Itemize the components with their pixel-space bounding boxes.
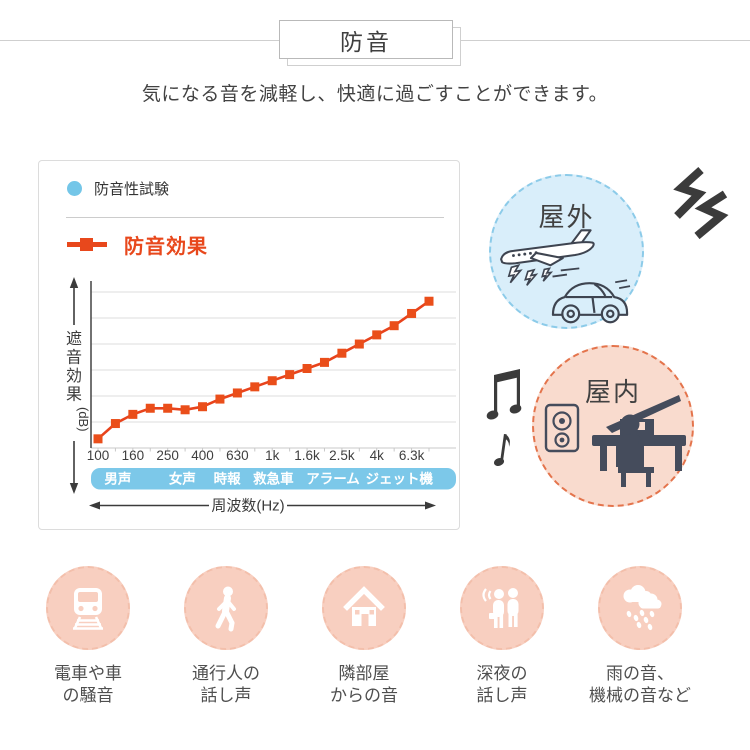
noise-source-label: 電車や車 の騒音	[54, 664, 122, 706]
svg-text:630: 630	[226, 448, 249, 463]
car-icon	[551, 279, 631, 324]
svg-text:ジェット機: ジェット機	[365, 471, 433, 487]
blue-dot-icon	[67, 181, 82, 196]
noise-source-label: 通行人の 話し声	[192, 664, 260, 706]
noise-source-item-pedestrian: 通行人の 話し声	[157, 566, 295, 708]
house-icon	[343, 586, 385, 626]
svg-text:1.6k: 1.6k	[294, 448, 320, 463]
legend-effect-label: 防音効果	[124, 236, 208, 258]
svg-text:女声: 女声	[169, 471, 196, 487]
svg-text:アラーム: アラーム	[306, 472, 360, 487]
svg-text:(dB): (dB)	[76, 407, 91, 432]
noise-source-label: 深夜の 話し声	[476, 664, 528, 706]
legend-test-label: 防音性試験	[94, 181, 170, 198]
noise-source-label: 隣部屋 からの音	[330, 664, 398, 706]
section-title-box: 防音	[279, 20, 453, 59]
legend-effect-item: 防音効果	[67, 230, 208, 259]
svg-text:400: 400	[191, 448, 214, 463]
svg-text:時報: 時報	[214, 471, 241, 487]
chart-card: 防音性試験 防音効果 100 160 250 400 630 1k 1.6k 2.5k 4k 6.…	[38, 160, 460, 530]
svg-text:音: 音	[66, 349, 82, 367]
noise-source-item-house: 隣部屋 からの音	[295, 566, 433, 708]
train-icon	[73, 588, 103, 630]
noise-source-item-rain: 雨の音、 機械の音など	[571, 566, 709, 708]
svg-text:周波数(Hz): 周波数(Hz)	[211, 498, 284, 515]
svg-text:160: 160	[122, 448, 145, 463]
page-title: 防音	[340, 28, 392, 55]
soundproofing-chart: 100 160 250 400 630 1k 1.6k 2.5k 4k 6.3k 男声 女声 時報 救急車…	[66, 277, 456, 515]
airplane-icon	[500, 229, 595, 286]
svg-text:4k: 4k	[370, 448, 385, 463]
legend-divider	[66, 217, 444, 218]
pedestrian-icon	[215, 586, 236, 632]
svg-text:1k: 1k	[265, 448, 280, 463]
svg-text:男声: 男声	[104, 471, 131, 487]
svg-text:2.5k: 2.5k	[329, 448, 355, 463]
rain-icon	[623, 585, 662, 631]
noise-source-item-talking: 深夜の 話し声	[433, 566, 571, 708]
piano-player-icon	[592, 395, 686, 487]
svg-text:効: 効	[66, 367, 82, 385]
legend-test-item: 防音性試験	[67, 178, 169, 199]
indoor-label: 屋内	[584, 377, 641, 407]
line-square-marker-icon	[67, 238, 107, 252]
page-subtitle: 気になる音を減軽し、快適に過ごすことができます。	[141, 84, 609, 105]
noise-source-item-train: 電車や車 の騒音	[19, 566, 157, 708]
outdoor-scene-circle: 屋外	[489, 174, 644, 329]
svg-text:250: 250	[156, 448, 179, 463]
svg-text:果: 果	[66, 387, 82, 404]
noise-source-label: 雨の音、 機械の音など	[589, 664, 691, 706]
noise-sources-row: 電車や車 の騒音 通行人の 話し声	[19, 566, 709, 708]
svg-text:救急車: 救急車	[253, 471, 294, 487]
indoor-scene-circle: 屋内	[532, 345, 694, 507]
outdoor-label: 屋外	[538, 202, 595, 232]
music-notes-icon	[486, 369, 522, 466]
talking-people-icon	[482, 588, 519, 628]
svg-text:6.3k: 6.3k	[399, 448, 425, 463]
svg-text:遮: 遮	[66, 330, 82, 348]
noise-zigzag-icon	[673, 167, 729, 240]
svg-text:100: 100	[87, 448, 110, 463]
speaker-icon	[544, 403, 580, 453]
